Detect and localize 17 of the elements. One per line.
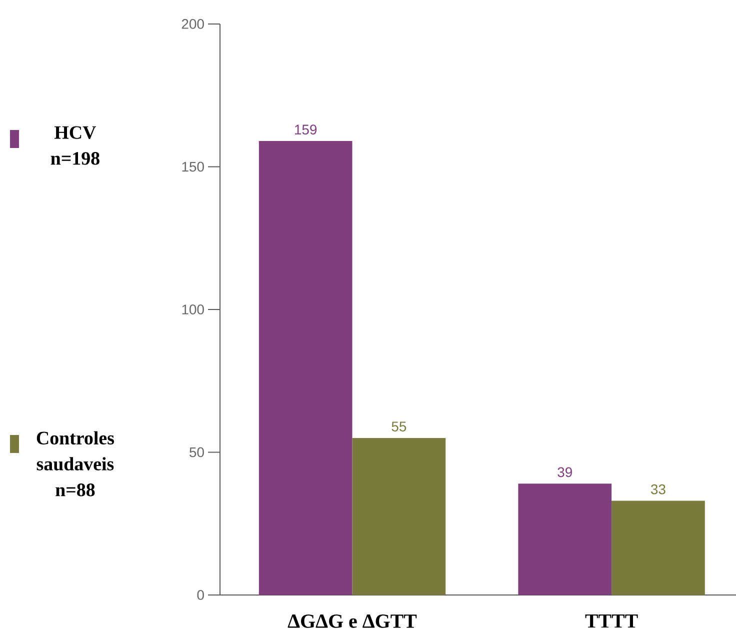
data-label: 159 xyxy=(295,124,317,135)
bar xyxy=(258,141,352,595)
y-tick-label: 50 xyxy=(190,447,204,458)
y-tick-label: 150 xyxy=(182,162,204,172)
x-tick-label: TTTT xyxy=(585,614,638,628)
bar xyxy=(518,484,612,595)
legend-label: Controles saudaveis n=88 xyxy=(36,431,114,496)
legend-label: HCV n=198 xyxy=(50,126,100,165)
y-tick-label: 0 xyxy=(197,590,204,600)
bar xyxy=(352,438,446,595)
bar xyxy=(612,500,705,595)
data-label: 33 xyxy=(650,484,666,494)
data-label: 55 xyxy=(392,422,406,432)
y-tick-label: 100 xyxy=(182,304,204,314)
data-label: 39 xyxy=(558,467,572,478)
y-tick-label: 200 xyxy=(182,19,204,29)
x-tick-label: ΔGΔG e ΔGTT xyxy=(288,614,417,628)
